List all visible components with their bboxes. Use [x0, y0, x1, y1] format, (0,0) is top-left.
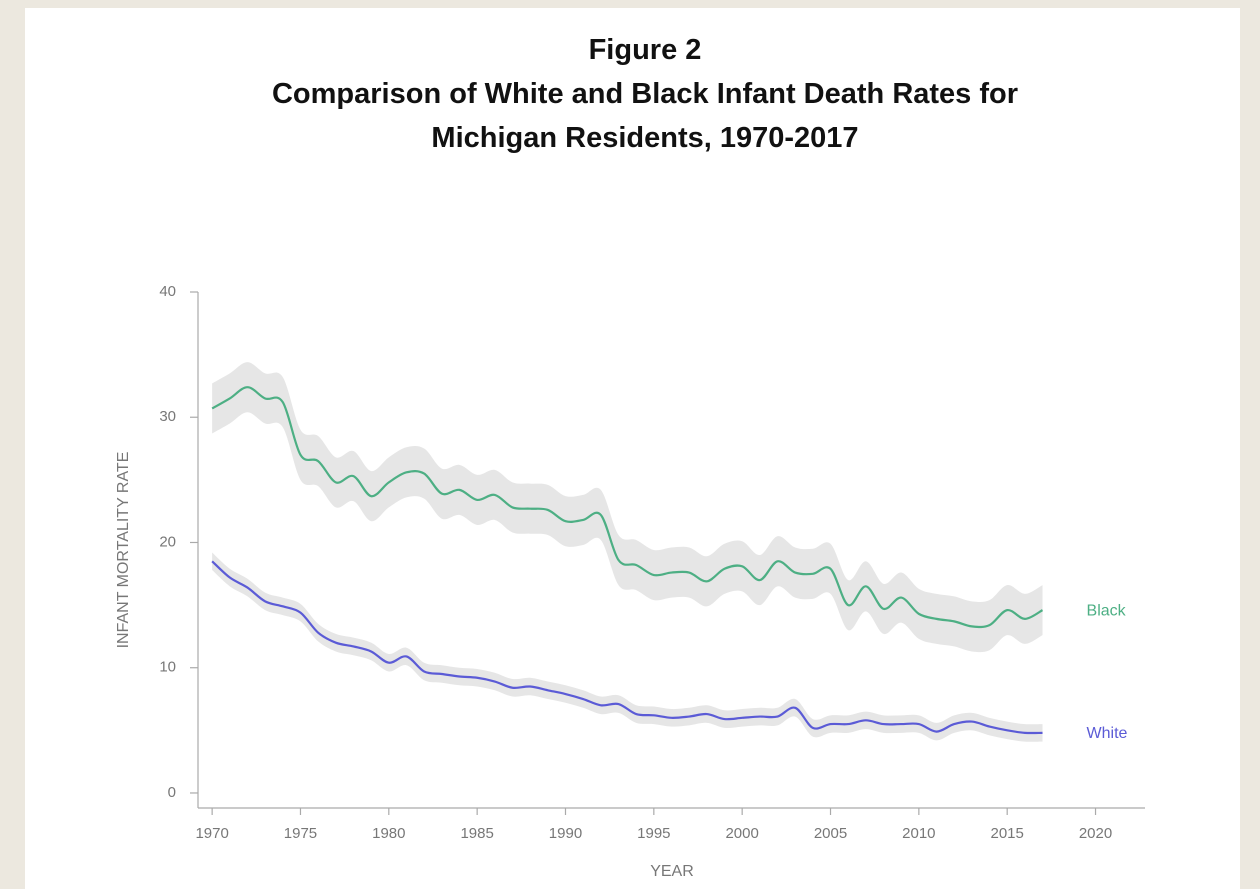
panel [25, 8, 1240, 889]
y-tick-label: 40 [159, 283, 176, 300]
y-tick-label: 10 [159, 659, 176, 676]
x-tick-label: 1985 [460, 825, 493, 842]
chart-title: Figure 2 [588, 34, 702, 66]
confidence-band [212, 362, 1043, 653]
x-tick-label: 2020 [1079, 825, 1112, 842]
x-tick-label: 2015 [991, 825, 1024, 842]
x-tick-label: 1990 [549, 825, 582, 842]
x-tick-label: 2000 [725, 825, 758, 842]
series-label: White [1087, 725, 1128, 742]
chart-subtitle: Comparison of White and Black Infant Dea… [271, 78, 1019, 154]
x-axis-label: YEAR [650, 863, 694, 880]
y-axis-label: INFANT MORTALITY RATE [115, 452, 132, 649]
series-label: Black [1087, 602, 1127, 619]
y-tick-label: 0 [168, 784, 176, 801]
titles: Figure 2 Comparison of White and Black I… [215, 28, 1075, 160]
x-tick-label: 2010 [902, 825, 935, 842]
series-line [211, 386, 1044, 629]
x-tick-label: 1975 [284, 825, 317, 842]
x-tick-label: 1980 [372, 825, 405, 842]
x-tick-label: 1970 [195, 825, 228, 842]
y-tick-label: 20 [159, 533, 176, 550]
series-line [211, 560, 1043, 735]
y-tick-label: 30 [159, 408, 176, 425]
x-tick-label: 2005 [814, 825, 847, 842]
x-tick-label: 1995 [637, 825, 670, 842]
